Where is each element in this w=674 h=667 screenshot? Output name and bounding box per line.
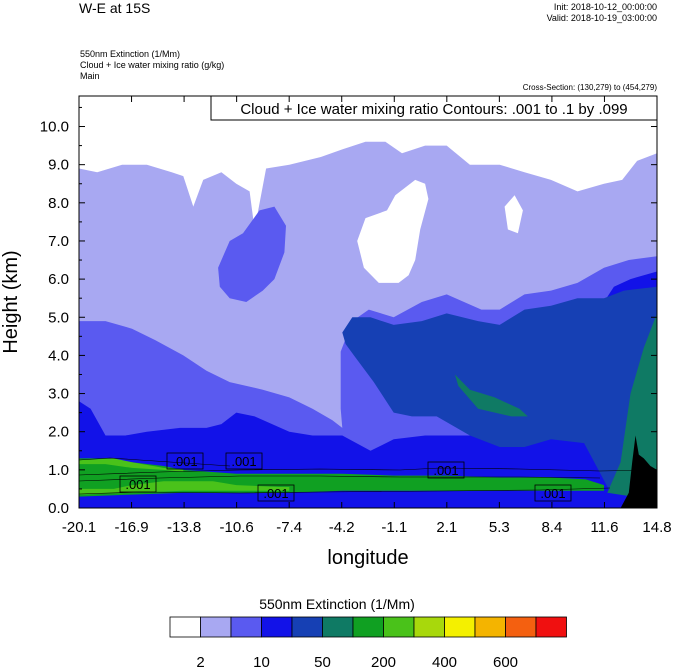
contour-label-box [166,452,204,470]
terrain [620,435,657,508]
colorbar-title: 550nm Extinction (1/Mm) [259,596,415,612]
colorbar-swatch [230,616,262,638]
colorbar-swatch [291,616,323,638]
colorbar-tick-label: 600 [493,654,518,667]
extinction-region [79,481,290,495]
clear-air-patch [357,179,429,283]
y-tick-label: 1.0 [48,462,69,479]
x-tick-label: -13.8 [167,519,201,536]
contour-note: Cloud + Ice water mixing ratio Contours:… [240,101,627,118]
colorbar-swatch [322,616,354,638]
x-tick-label: 11.6 [590,519,618,536]
y-tick-label: 0.0 [48,500,69,517]
colorbar-swatch [261,616,293,638]
valid-time: Valid: 2018-10-19_03:00:00 [546,13,657,23]
y-tick-label: 5.0 [48,309,69,326]
extinction-region [218,206,286,302]
init-time: Init: 2018-10-12_00:00:00 [553,2,657,12]
x-tick-label: -4.2 [329,519,355,536]
x-axis-label: longitude [327,547,408,569]
contour-label-box [225,452,263,470]
x-tick-label: -7.4 [276,519,302,536]
x-tick-label: -10.6 [220,519,254,536]
extinction-region [79,458,184,472]
chart-title: W-E at 15S [79,0,151,16]
contour-note-box: Cloud + Ice water mixing ratio Contours:… [210,95,658,121]
colorbar-swatch [444,616,476,638]
colorbar-swatch [383,616,415,638]
colorbar-swatch [200,616,232,638]
y-tick-label: 6.0 [48,271,69,288]
field-label-extinction: 550nm Extinction (1/Mm) [80,49,181,59]
colorbar-swatch [169,616,201,638]
colorbar-tick-label: 2 [196,654,204,667]
x-tick-label: -1.1 [381,519,407,536]
contour-label: .001 [263,486,288,501]
colorbar-tick-label: 400 [432,654,457,667]
x-tick-label: 5.3 [489,519,510,536]
contour-label-box [427,461,465,479]
colorbar-swatch [352,616,384,638]
contour-labels: .001 .001 .001 .001 .001 .001 [119,452,572,502]
colorbar-tick-label: 200 [371,654,396,667]
y-tick-label: 3.0 [48,386,69,403]
x-tick-label: -20.1 [62,519,96,536]
y-tick-label: 8.0 [48,195,69,212]
contour-line [78,475,601,482]
contour-label: .001 [231,454,256,469]
colorbar: 2 10 50 200 400 600 [169,616,567,667]
extinction-region [342,286,657,501]
cross-section-label: Cross-Section: (130,279) to (454,279) [522,83,657,92]
contour-label-box [119,475,157,493]
colorbar-swatch [413,616,445,638]
y-axis-label: Height (km) [0,250,22,353]
colorbar-swatch [474,616,506,638]
y-tick-label: 7.0 [48,233,69,250]
x-axis: -20.1 -16.9 -13.8 -10.6 -7.4 -4.2 -1.1 2.1 5.3 8.… [62,96,672,536]
contour-label: .001 [172,454,197,469]
extinction-fill-layer [79,96,657,509]
colorbar-tick-label: 10 [253,654,270,667]
contour-line [78,457,231,467]
contour-label: .001 [125,477,150,492]
extinction-region [607,313,657,501]
contour-note-frame [210,95,658,121]
contour-label-box [257,484,295,502]
colorbar-tick-label: 50 [314,654,331,667]
contour-label: .001 [540,486,565,501]
contour-label: .001 [433,463,458,478]
extinction-region [454,374,528,417]
x-tick-label: -16.9 [114,519,148,536]
x-tick-label: 14.8 [642,519,671,536]
field-label-cloud-ice: Cloud + Ice water mixing ratio (g/kg) [80,60,225,70]
y-tick-label: 10.0 [40,119,69,136]
field-label-main: Main [80,71,100,81]
x-tick-label: 8.4 [541,519,562,536]
y-tick-label: 2.0 [48,424,69,441]
y-tick-label: 4.0 [48,347,69,364]
colorbar-swatch [505,616,537,638]
extinction-region [79,271,657,508]
contour-label-box [534,484,572,502]
contour-line [78,467,658,476]
y-axis: 0.0 1.0 2.0 3.0 4.0 5.0 6.0 7.0 8.0 9.0 10.0 [40,106,657,517]
clear-air-patch [504,195,523,234]
y-tick-label: 9.0 [48,157,69,174]
colorbar-swatch [535,616,567,638]
x-tick-label: 2.1 [436,519,457,536]
